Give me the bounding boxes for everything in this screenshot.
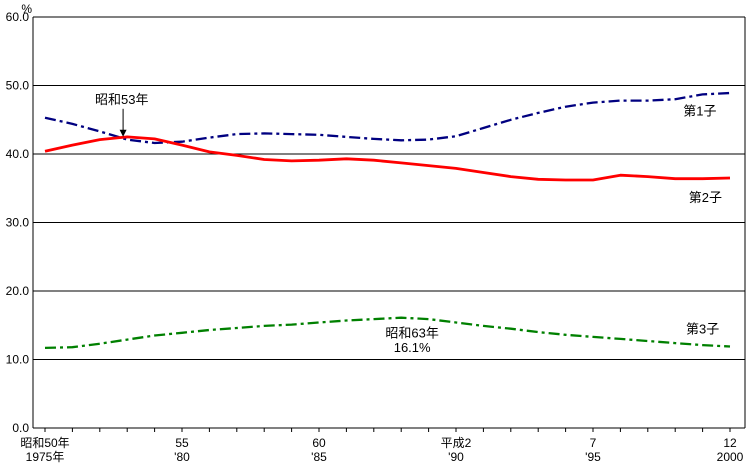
x-axis-era-label: 55 (175, 436, 189, 450)
y-axis-tick-label: 50.0 (6, 79, 30, 93)
y-axis-tick-label: 20.0 (6, 284, 30, 298)
x-axis-era-label: 60 (312, 436, 326, 450)
x-axis-year-label: '80 (174, 450, 190, 464)
y-axis-tick-label: 30.0 (6, 216, 30, 230)
x-axis-year-label: 2000 (717, 450, 744, 464)
series-line-second-child (44, 135, 731, 182)
x-axis-year-label: '95 (585, 450, 601, 464)
y-axis-unit-label: % (21, 2, 32, 16)
series-label-third-child: 第3子 (686, 321, 719, 336)
annotation-showa53-label: 昭和53年 (95, 92, 148, 107)
x-axis-era-label: 昭和50年 (20, 436, 69, 450)
series-line-first-child (44, 91, 731, 145)
x-axis-era-label: 平成2 (441, 436, 472, 450)
series-line-third-child (44, 316, 731, 350)
series-label-second-child: 第2子 (689, 190, 722, 205)
series-label-first-child: 第1子 (683, 104, 716, 119)
x-axis-year-label: '90 (448, 450, 464, 464)
y-axis-tick-label: 40.0 (6, 147, 30, 161)
y-axis-tick-label: 60.0 (6, 10, 30, 24)
annotation-showa63-value: 16.1% (394, 340, 431, 355)
x-axis-era-label: 7 (590, 436, 597, 450)
x-axis-era-label: 12 (723, 436, 737, 450)
annotation-showa53-arrowhead (119, 129, 127, 137)
x-axis-year-label: 1975年 (26, 450, 65, 464)
x-axis-year-label: '85 (311, 450, 327, 464)
y-axis-tick-label: 10.0 (6, 353, 30, 367)
y-axis-tick-label: 0.0 (12, 421, 29, 435)
annotation-showa63-label: 昭和63年 (385, 325, 438, 340)
